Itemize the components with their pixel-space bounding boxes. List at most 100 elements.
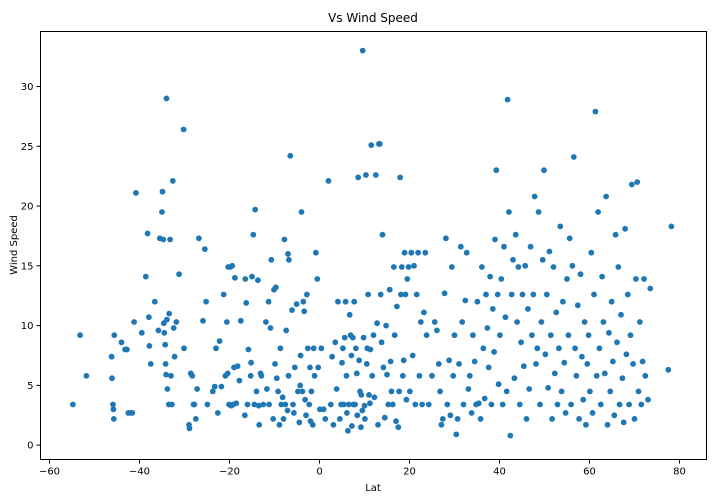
data-point — [300, 298, 307, 305]
data-point — [437, 388, 443, 395]
data-point — [169, 178, 176, 184]
data-point — [601, 370, 608, 377]
data-point — [313, 249, 319, 256]
data-point — [523, 416, 530, 422]
data-point — [234, 363, 241, 370]
data-point — [383, 322, 389, 329]
data-point — [626, 401, 632, 408]
chart-title: Vs Wind Speed — [328, 11, 418, 25]
data-point — [388, 388, 395, 395]
data-point — [285, 372, 292, 379]
data-point — [339, 359, 345, 366]
data-point — [344, 410, 350, 416]
data-point — [462, 297, 469, 304]
data-point — [585, 332, 592, 339]
data-point — [291, 410, 297, 416]
data-point — [248, 359, 255, 366]
data-point — [304, 345, 311, 352]
data-point — [514, 319, 520, 325]
data-point — [356, 357, 362, 364]
data-point — [507, 432, 514, 439]
data-point — [311, 372, 318, 379]
data-point — [308, 388, 315, 395]
data-point — [343, 372, 350, 379]
x-tick-label: 40 — [493, 467, 506, 478]
data-point — [251, 401, 258, 408]
data-point — [370, 332, 377, 339]
data-point — [348, 352, 355, 359]
data-point — [223, 319, 230, 325]
data-point — [361, 402, 368, 409]
data-point — [434, 327, 440, 334]
data-point — [557, 223, 564, 230]
data-point — [213, 345, 219, 352]
data-point — [394, 303, 400, 310]
data-point — [189, 372, 196, 379]
data-point — [155, 327, 162, 334]
data-point — [363, 361, 370, 367]
data-point — [481, 395, 488, 402]
data-point — [214, 410, 221, 416]
data-point — [162, 341, 169, 348]
data-point — [162, 361, 169, 367]
data-point — [592, 108, 599, 115]
data-point — [529, 332, 535, 339]
data-point — [386, 286, 393, 293]
data-point — [304, 291, 310, 298]
data-point — [591, 291, 597, 298]
data-point — [83, 372, 90, 379]
data-point — [396, 388, 402, 395]
data-point — [503, 388, 510, 395]
data-point — [630, 361, 636, 367]
data-point — [596, 345, 603, 352]
data-point — [332, 339, 339, 346]
data-point — [456, 361, 462, 367]
data-point — [163, 95, 170, 102]
data-point — [325, 178, 332, 184]
data-point — [111, 332, 118, 339]
data-point — [551, 370, 558, 377]
data-point — [416, 372, 423, 379]
x-tick-label: 0 — [316, 467, 322, 478]
data-point — [264, 386, 270, 392]
data-point — [287, 152, 294, 159]
y-axis-ticks: 0 5 10 15 20 25 30 — [21, 82, 41, 452]
data-point — [631, 416, 638, 422]
data-point — [379, 231, 386, 238]
data-point — [543, 291, 550, 298]
x-tick-label: 60 — [583, 467, 596, 478]
data-point — [354, 412, 361, 419]
data-point — [256, 421, 263, 428]
data-point — [408, 249, 415, 256]
data-point — [349, 423, 355, 429]
data-point — [200, 317, 206, 324]
data-point — [279, 394, 286, 401]
data-point — [501, 243, 507, 250]
data-point — [541, 167, 547, 174]
data-point — [151, 298, 158, 305]
data-point — [568, 401, 574, 408]
data-point — [574, 302, 581, 309]
data-point — [164, 386, 171, 392]
data-point — [525, 306, 531, 312]
data-point — [180, 126, 187, 133]
data-point — [181, 345, 187, 352]
data-point — [315, 364, 322, 371]
data-point — [166, 310, 173, 317]
data-point — [391, 332, 398, 339]
data-point — [285, 251, 291, 257]
y-tick-label: 20 — [21, 202, 34, 213]
data-point — [409, 352, 416, 359]
data-point — [494, 291, 501, 298]
data-point — [359, 47, 366, 54]
data-point — [173, 319, 180, 325]
data-point — [367, 346, 374, 353]
data-point — [216, 338, 223, 344]
data-point — [547, 332, 554, 339]
data-point — [142, 273, 149, 280]
data-point — [633, 276, 639, 282]
data-point — [268, 256, 275, 263]
data-point — [570, 154, 577, 160]
data-point — [146, 343, 153, 349]
data-point — [277, 345, 284, 352]
